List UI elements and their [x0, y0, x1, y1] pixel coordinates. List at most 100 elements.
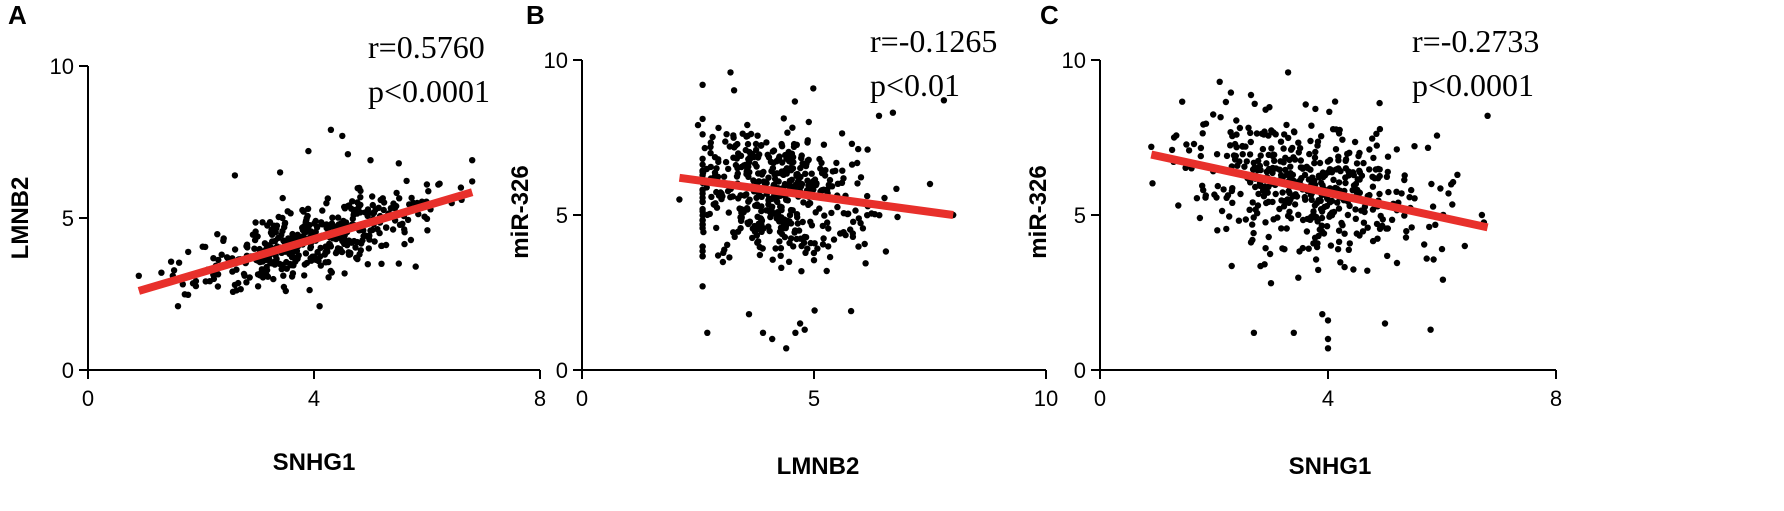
- data-point: [769, 165, 777, 172]
- data-point: [734, 170, 741, 177]
- data-point: [351, 206, 359, 214]
- data-point: [254, 233, 261, 240]
- data-point: [1299, 244, 1307, 252]
- data-point: [1370, 154, 1377, 162]
- data-point: [1256, 162, 1264, 170]
- data-point: [765, 195, 773, 202]
- data-point: [742, 146, 749, 154]
- data-point: [828, 183, 836, 190]
- data-point: [756, 151, 763, 158]
- data-point: [777, 252, 784, 259]
- data-point: [699, 243, 706, 250]
- data-point: [251, 245, 258, 252]
- data-point: [793, 181, 800, 188]
- data-point: [174, 303, 182, 310]
- data-point: [399, 220, 406, 227]
- data-point: [1211, 191, 1218, 198]
- data-point: [1228, 262, 1235, 270]
- data-point: [817, 165, 824, 172]
- data-point: [1373, 142, 1381, 149]
- data-point: [349, 238, 356, 245]
- data-point: [768, 205, 775, 212]
- data-point: [1246, 151, 1254, 158]
- data-point: [699, 252, 706, 260]
- data-point: [1323, 202, 1331, 210]
- data-point: [784, 129, 791, 136]
- data-point: [778, 264, 785, 271]
- data-point: [356, 251, 363, 258]
- data-point: [1315, 232, 1322, 240]
- data-point: [421, 213, 428, 220]
- data-point: [778, 230, 786, 238]
- data-point: [185, 248, 192, 256]
- data-point: [334, 214, 342, 221]
- data-point: [771, 175, 779, 183]
- data-point: [158, 269, 165, 276]
- data-point: [457, 184, 465, 191]
- data-point: [847, 307, 855, 315]
- data-point: [778, 204, 785, 211]
- data-point: [725, 209, 732, 216]
- data-point: [834, 203, 841, 211]
- data-point: [1385, 188, 1392, 196]
- data-point: [1291, 201, 1299, 208]
- data-point: [1281, 131, 1288, 138]
- data-point: [387, 205, 395, 212]
- data-point: [259, 219, 266, 226]
- data-point: [790, 140, 798, 148]
- data-point: [1319, 311, 1326, 318]
- data-point: [423, 181, 431, 188]
- regression-line: [678, 173, 954, 219]
- data-point: [1484, 112, 1491, 120]
- data-point: [1196, 214, 1204, 222]
- data-point: [1331, 98, 1339, 105]
- data-point: [1373, 220, 1381, 228]
- data-point: [1312, 256, 1320, 263]
- data-point: [852, 207, 859, 214]
- data-point: [1217, 114, 1224, 121]
- data-point: [366, 232, 373, 239]
- data-point: [261, 240, 269, 247]
- data-point: [699, 81, 706, 89]
- data-point: [1200, 121, 1207, 128]
- data-point: [1355, 189, 1363, 196]
- data-point: [1278, 225, 1285, 232]
- data-point: [780, 115, 787, 122]
- data-point: [395, 260, 402, 267]
- data-point: [1291, 156, 1299, 163]
- data-point: [302, 250, 310, 257]
- data-point: [1339, 136, 1346, 143]
- data-point: [1175, 202, 1182, 209]
- data-point: [882, 248, 890, 255]
- data-point: [1408, 186, 1415, 194]
- data-point: [840, 210, 847, 217]
- data-point: [744, 121, 751, 129]
- data-point: [1271, 151, 1278, 159]
- data-point: [1250, 214, 1257, 221]
- data-point: [202, 243, 209, 251]
- data-point: [272, 229, 279, 236]
- data-point: [323, 221, 330, 228]
- data-point: [1260, 193, 1268, 200]
- data-point: [794, 220, 801, 227]
- data-point: [854, 159, 861, 167]
- data-point: [1250, 229, 1257, 237]
- data-point: [1272, 190, 1279, 198]
- data-point: [1318, 208, 1326, 215]
- data-point: [1214, 227, 1221, 234]
- data-point: [738, 214, 745, 221]
- data-point: [1312, 105, 1319, 113]
- data-point: [1344, 211, 1352, 219]
- data-point: [1257, 152, 1264, 159]
- data-point: [352, 244, 359, 251]
- y-axis-title: miR-326: [507, 165, 534, 258]
- data-point: [1352, 206, 1359, 213]
- data-point: [354, 199, 361, 206]
- data-point: [757, 170, 764, 177]
- data-point: [1326, 166, 1334, 173]
- data-point: [338, 248, 345, 255]
- correlation-r-label: r=0.5760: [368, 29, 485, 65]
- x-tick-label: 10: [1034, 386, 1058, 411]
- data-point: [1326, 108, 1333, 116]
- data-point: [826, 253, 834, 261]
